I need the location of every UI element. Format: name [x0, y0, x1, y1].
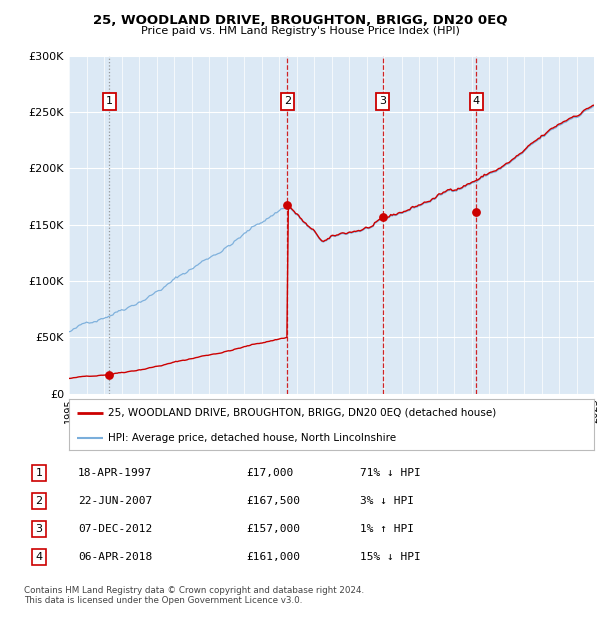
- Text: £17,000: £17,000: [246, 468, 293, 478]
- Text: 07-DEC-2012: 07-DEC-2012: [78, 524, 152, 534]
- Text: Contains HM Land Registry data © Crown copyright and database right 2024.
This d: Contains HM Land Registry data © Crown c…: [24, 586, 364, 605]
- Point: [472, 208, 481, 218]
- Point: [104, 370, 114, 379]
- Text: 1: 1: [106, 97, 113, 107]
- Text: 3: 3: [379, 97, 386, 107]
- Text: 18-APR-1997: 18-APR-1997: [78, 468, 152, 478]
- Text: 1: 1: [35, 468, 43, 478]
- Point: [378, 212, 388, 222]
- Text: £157,000: £157,000: [246, 524, 300, 534]
- Text: 2: 2: [284, 97, 291, 107]
- Text: 25, WOODLAND DRIVE, BROUGHTON, BRIGG, DN20 0EQ (detached house): 25, WOODLAND DRIVE, BROUGHTON, BRIGG, DN…: [109, 408, 497, 418]
- Text: 15% ↓ HPI: 15% ↓ HPI: [360, 552, 421, 562]
- Text: Price paid vs. HM Land Registry's House Price Index (HPI): Price paid vs. HM Land Registry's House …: [140, 26, 460, 36]
- Text: £161,000: £161,000: [246, 552, 300, 562]
- Text: 3: 3: [35, 524, 43, 534]
- Text: 4: 4: [473, 97, 480, 107]
- Text: 1% ↑ HPI: 1% ↑ HPI: [360, 524, 414, 534]
- Text: HPI: Average price, detached house, North Lincolnshire: HPI: Average price, detached house, Nort…: [109, 433, 397, 443]
- Point: [283, 200, 292, 210]
- Text: 71% ↓ HPI: 71% ↓ HPI: [360, 468, 421, 478]
- Text: 3% ↓ HPI: 3% ↓ HPI: [360, 496, 414, 506]
- Text: 22-JUN-2007: 22-JUN-2007: [78, 496, 152, 506]
- Text: 25, WOODLAND DRIVE, BROUGHTON, BRIGG, DN20 0EQ: 25, WOODLAND DRIVE, BROUGHTON, BRIGG, DN…: [93, 14, 507, 27]
- Text: 2: 2: [35, 496, 43, 506]
- Text: 06-APR-2018: 06-APR-2018: [78, 552, 152, 562]
- Text: £167,500: £167,500: [246, 496, 300, 506]
- Text: 4: 4: [35, 552, 43, 562]
